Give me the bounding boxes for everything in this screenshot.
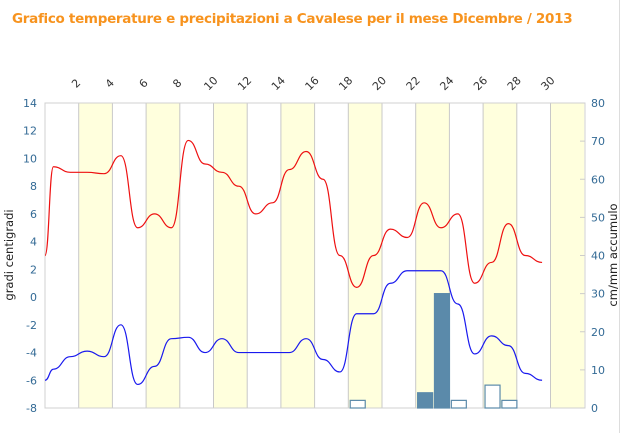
x-tick-label: 18 bbox=[336, 74, 355, 93]
y-tick-label: 14 bbox=[23, 97, 37, 110]
x-tick-label: 8 bbox=[170, 76, 184, 90]
y2-tick-label: 0 bbox=[591, 402, 598, 415]
temperature-lines bbox=[44, 139, 543, 386]
y2-tick-label: 20 bbox=[591, 326, 605, 339]
y-tick-label: 12 bbox=[23, 125, 37, 138]
x-tick-label: 28 bbox=[505, 74, 524, 93]
x-tick-label: 4 bbox=[103, 76, 117, 90]
y2-tick-label: 30 bbox=[591, 288, 605, 301]
y2-tick-label: 40 bbox=[591, 250, 605, 263]
frame-border bbox=[619, 0, 620, 433]
y-tick-label: -4 bbox=[26, 347, 37, 360]
precip-bars bbox=[349, 293, 518, 409]
x-tick-label: 20 bbox=[370, 74, 389, 93]
x-tick-label: 2 bbox=[69, 76, 83, 90]
y-tick-label: 4 bbox=[30, 236, 37, 249]
precip-bar bbox=[484, 384, 501, 409]
y-axis-left-ticks: -8 -6 -4 -2 0 2 4 6 8 10 12 14 bbox=[23, 97, 37, 415]
x-tick-label: 6 bbox=[137, 76, 151, 90]
y-tick-label: 10 bbox=[23, 152, 37, 165]
y-tick-label: -6 bbox=[26, 374, 37, 387]
y-tick-label: 6 bbox=[30, 208, 37, 221]
x-tick-label: 22 bbox=[404, 74, 423, 93]
y2-tick-label: 60 bbox=[591, 173, 605, 186]
x-tick-label: 16 bbox=[303, 74, 322, 93]
max-temp-line bbox=[44, 139, 543, 288]
precip-bar bbox=[501, 399, 518, 409]
y2-tick-label: 80 bbox=[591, 97, 605, 110]
y-axis-left-label: gradi centigradi bbox=[2, 209, 16, 300]
precip-bar bbox=[349, 399, 366, 409]
y-tick-label: 2 bbox=[30, 263, 37, 276]
min-temp-line bbox=[44, 270, 543, 386]
x-tick-label: 24 bbox=[437, 74, 456, 93]
chart-title: Grafico temperature e precipitazioni a C… bbox=[12, 11, 573, 27]
y-axis-right-label: cm/mm accumulo bbox=[606, 203, 620, 306]
x-tick-label: 30 bbox=[538, 74, 557, 93]
x-tick-label: 10 bbox=[201, 74, 220, 93]
y2-tick-label: 70 bbox=[591, 135, 605, 148]
precip-bar bbox=[417, 392, 434, 409]
y2-tick-label: 50 bbox=[591, 211, 605, 224]
x-axis-ticks: 2 4 6 8 10 12 14 16 18 20 22 24 26 28 30 bbox=[69, 74, 557, 93]
y-tick-label: 0 bbox=[30, 291, 37, 304]
x-tick-label: 14 bbox=[269, 74, 288, 93]
x-tick-label: 26 bbox=[471, 74, 490, 93]
y-tick-label: -2 bbox=[26, 319, 37, 332]
x-tick-label: 12 bbox=[235, 74, 254, 93]
y-axis-right-ticks: 0 10 20 30 40 50 60 70 80 bbox=[580, 97, 605, 415]
y-tick-label: 8 bbox=[30, 180, 37, 193]
precip-bar bbox=[433, 293, 451, 409]
y2-tick-label: 10 bbox=[591, 364, 605, 377]
precip-bar bbox=[450, 399, 467, 409]
y-tick-label: -8 bbox=[26, 402, 37, 415]
